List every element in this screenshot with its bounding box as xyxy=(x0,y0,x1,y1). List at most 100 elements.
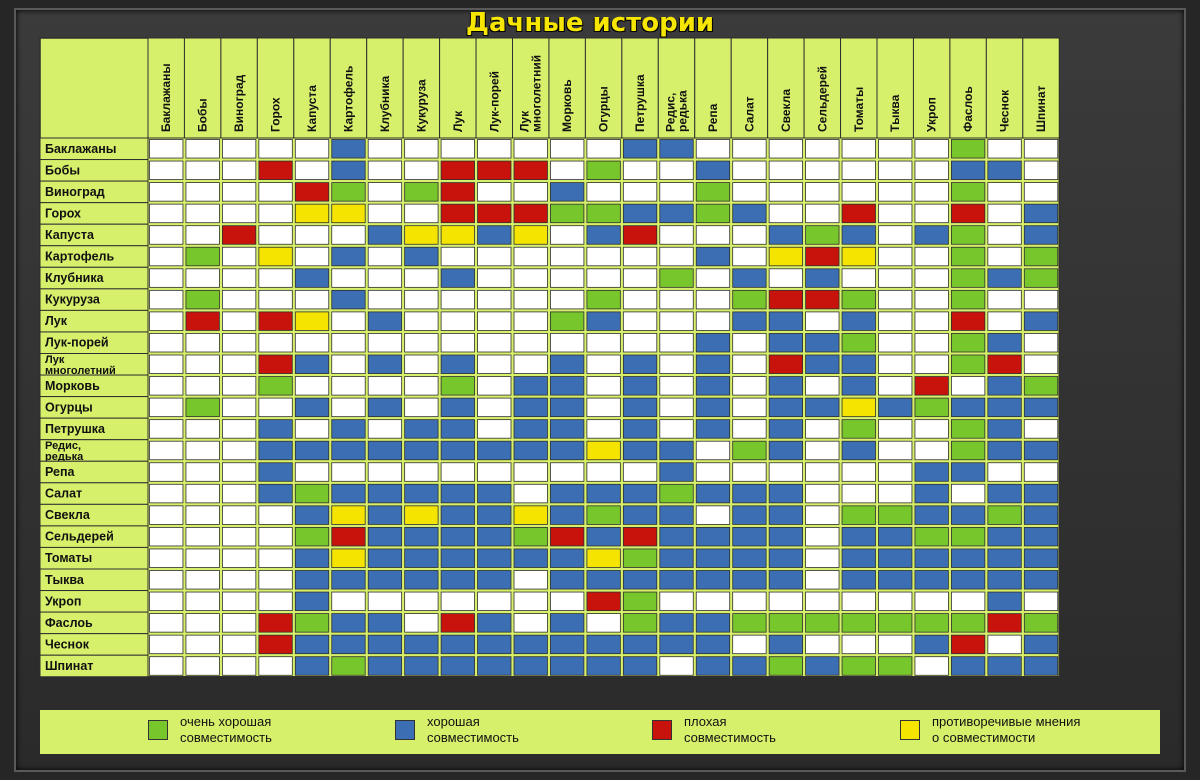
legend-label: очень хорошая совместимость xyxy=(180,714,272,746)
grid-cell xyxy=(841,246,876,267)
grid-cell xyxy=(805,527,840,547)
row-header-label: Кукуруза xyxy=(45,293,101,307)
grid-cell xyxy=(768,634,804,655)
grid-cell xyxy=(404,333,439,353)
grid-cell xyxy=(1023,483,1059,504)
grid-cell xyxy=(294,527,330,547)
grid-cell xyxy=(987,160,1022,181)
grid-cell xyxy=(878,527,913,547)
grid-cell xyxy=(367,419,403,439)
grid-cell xyxy=(878,203,913,224)
grid-cell xyxy=(185,182,220,202)
grid-cell xyxy=(440,182,475,202)
grid-cell xyxy=(185,483,220,504)
grid-cell xyxy=(367,462,403,482)
grid-cell xyxy=(550,527,585,547)
grid-cell xyxy=(805,203,840,224)
grid-cell xyxy=(732,268,767,288)
legend-label: противоречивые мнения о совместимости xyxy=(932,714,1080,746)
grid-cell xyxy=(586,311,621,331)
grid-cell xyxy=(987,203,1022,224)
grid-cell xyxy=(841,268,876,288)
grid-cell xyxy=(258,225,293,245)
grid-cell xyxy=(805,139,840,159)
grid-cell xyxy=(149,311,184,331)
grid-cell xyxy=(367,656,403,676)
grid-cell xyxy=(367,246,403,267)
grid-cell xyxy=(185,225,220,245)
grid-cell xyxy=(550,225,585,245)
grid-cell xyxy=(951,289,986,310)
grid-cell xyxy=(149,591,184,611)
grid-cell xyxy=(695,139,731,159)
grid-cell xyxy=(695,656,731,676)
column-header-cell xyxy=(475,37,513,139)
grid-cell xyxy=(404,462,439,482)
grid-cell xyxy=(878,139,913,159)
grid-cell xyxy=(987,483,1022,504)
grid-cell xyxy=(841,570,876,590)
column-header-cell xyxy=(1022,37,1060,139)
grid-cell xyxy=(586,182,621,202)
grid-cell xyxy=(477,376,512,396)
grid-cell xyxy=(951,462,986,482)
grid-cell xyxy=(149,289,184,310)
grid-cell xyxy=(258,591,293,611)
grid-cell xyxy=(1023,613,1059,633)
grid-cell xyxy=(951,333,986,353)
grid-cell xyxy=(294,268,330,288)
grid-cell xyxy=(477,246,512,267)
grid-cell xyxy=(878,570,913,590)
grid-cell xyxy=(440,376,475,396)
grid-cell xyxy=(331,462,366,482)
grid-cell xyxy=(404,483,439,504)
grid-cell xyxy=(477,289,512,310)
grid-cell xyxy=(331,634,366,655)
grid-cell xyxy=(659,505,694,525)
grid-cell xyxy=(513,440,548,461)
grid-cell xyxy=(914,570,949,590)
grid-cell xyxy=(695,440,731,461)
grid-cell xyxy=(440,462,475,482)
grid-cell xyxy=(914,462,949,482)
row-header-label: Укроп xyxy=(45,594,81,608)
legend-swatch xyxy=(148,720,168,740)
grid-cell xyxy=(294,246,330,267)
grid-cell xyxy=(294,225,330,245)
grid-cell xyxy=(221,289,257,310)
row-header-label: Баклажаны xyxy=(45,142,116,156)
grid-cell xyxy=(659,419,694,439)
legend-label-line2: совместимость xyxy=(684,730,776,745)
grid-cell xyxy=(513,548,548,568)
grid-cell xyxy=(294,440,330,461)
grid-cell xyxy=(440,591,475,611)
column-header-cell xyxy=(183,37,222,139)
grid-cell xyxy=(258,656,293,676)
grid-cell xyxy=(987,634,1022,655)
grid-cell xyxy=(185,160,220,181)
grid-cell xyxy=(149,483,184,504)
grid-cell xyxy=(695,203,731,224)
grid-cell xyxy=(367,354,403,374)
grid-cell xyxy=(550,160,585,181)
grid-cell xyxy=(404,225,439,245)
grid-cell xyxy=(550,139,585,159)
grid-cell xyxy=(622,505,658,525)
grid-cell xyxy=(477,160,512,181)
grid-cell xyxy=(149,634,184,655)
grid-cell xyxy=(149,376,184,396)
grid-cell xyxy=(695,246,731,267)
grid-cell xyxy=(258,311,293,331)
grid-cell xyxy=(294,483,330,504)
grid-cell xyxy=(404,505,439,525)
grid-cell xyxy=(622,462,658,482)
row-header-label: Клубника xyxy=(45,271,105,285)
grid-cell xyxy=(1023,440,1059,461)
grid-cell xyxy=(841,397,876,418)
grid-cell xyxy=(732,613,767,633)
grid-cell xyxy=(185,139,220,159)
grid-cell xyxy=(659,354,694,374)
legend-label-line2: о совместимости xyxy=(932,730,1036,745)
grid-cell xyxy=(440,483,475,504)
grid-cell xyxy=(331,182,366,202)
